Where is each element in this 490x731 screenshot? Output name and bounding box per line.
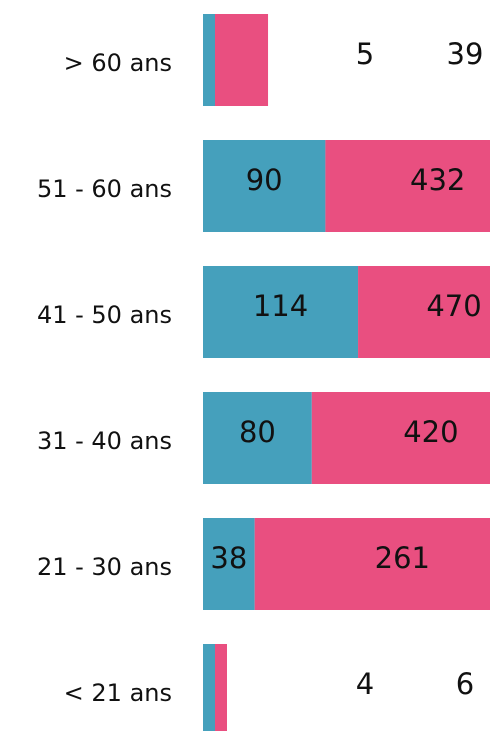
bar-segment bbox=[358, 266, 490, 358]
value-label: 6 bbox=[456, 667, 474, 701]
bar-segment bbox=[215, 14, 269, 106]
value-label: 4 bbox=[356, 667, 374, 701]
value-label: 39 bbox=[447, 37, 484, 71]
bar-segment bbox=[311, 392, 490, 484]
bar-segment bbox=[203, 518, 255, 610]
category-label: 51 - 60 ans bbox=[37, 175, 172, 203]
value-label: 432 bbox=[410, 163, 465, 197]
value-label: 90 bbox=[246, 163, 283, 197]
category-label: < 21 ans bbox=[64, 679, 172, 707]
value-label: 5 bbox=[356, 37, 374, 71]
category-label: > 60 ans bbox=[64, 49, 172, 77]
bar-segment bbox=[325, 140, 490, 232]
value-label: 420 bbox=[403, 415, 458, 449]
value-label: 38 bbox=[210, 541, 247, 575]
bar-segment bbox=[254, 518, 490, 610]
category-label: 41 - 50 ans bbox=[37, 301, 172, 329]
bar-segment bbox=[203, 14, 215, 106]
bar-segment bbox=[203, 644, 215, 731]
bar-segment bbox=[215, 644, 227, 731]
bar-segment bbox=[203, 140, 326, 232]
category-label: 21 - 30 ans bbox=[37, 553, 172, 581]
category-label: 31 - 40 ans bbox=[37, 427, 172, 455]
value-label: 114 bbox=[253, 289, 308, 323]
value-label: 470 bbox=[426, 289, 481, 323]
value-label: 80 bbox=[239, 415, 276, 449]
value-label: 261 bbox=[375, 541, 430, 575]
bar-segment bbox=[203, 392, 312, 484]
bar-segment bbox=[203, 266, 359, 358]
